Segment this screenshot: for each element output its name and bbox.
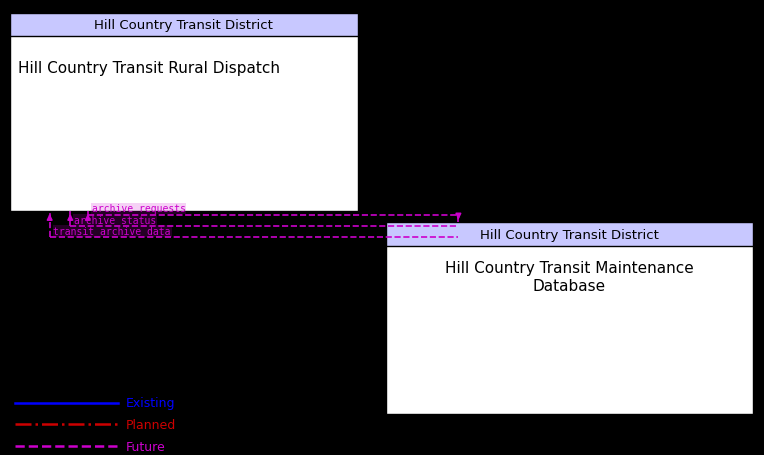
Text: archive requests: archive requests: [92, 204, 186, 214]
Text: Hill Country Transit Rural Dispatch: Hill Country Transit Rural Dispatch: [18, 61, 280, 76]
Bar: [10, 14, 358, 212]
Bar: [10, 14, 358, 37]
Bar: [386, 223, 753, 247]
Text: Planned: Planned: [126, 418, 176, 431]
Bar: [386, 223, 753, 414]
Text: Hill Country Transit District: Hill Country Transit District: [480, 228, 659, 241]
Text: Hill Country Transit District: Hill Country Transit District: [94, 19, 274, 32]
Text: archive status: archive status: [74, 215, 157, 225]
Text: Hill Country Transit Maintenance
Database: Hill Country Transit Maintenance Databas…: [445, 261, 694, 293]
Text: Future: Future: [126, 440, 166, 453]
Text: transit archive data: transit archive data: [53, 227, 171, 237]
Text: Existing: Existing: [126, 396, 176, 409]
